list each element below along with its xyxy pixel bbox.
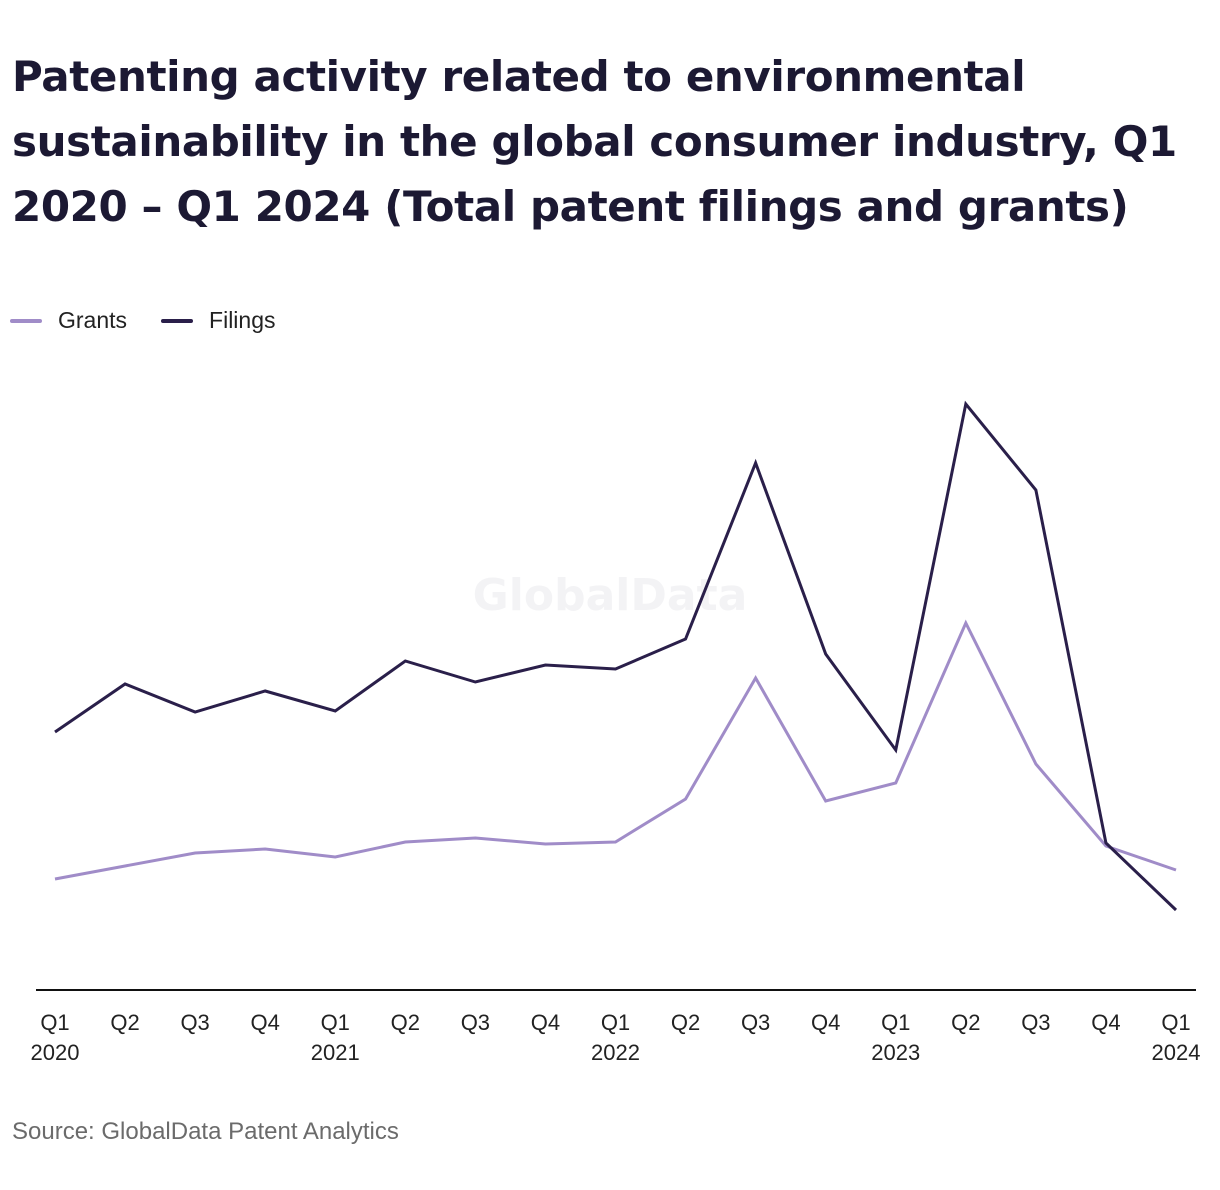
x-tick-label-quarter: Q2 [951, 1010, 980, 1035]
x-tick: Q1 2024 [1152, 1010, 1201, 1065]
x-tick-label-quarter: Q4 [811, 1010, 840, 1035]
x-tick: Q4 [1091, 1010, 1120, 1035]
x-tick-label-quarter: Q3 [1021, 1010, 1050, 1035]
x-tick-label-year: 2021 [311, 1040, 360, 1065]
series-line-grants [54, 619, 1177, 881]
x-tick-label-quarter: Q4 [251, 1010, 280, 1035]
x-tick-label-quarter: Q3 [180, 1010, 209, 1035]
x-tick-label-quarter: Q1 [881, 1010, 910, 1035]
x-tick-label-year: 2020 [31, 1040, 80, 1065]
legend-label-filings: Filings [209, 307, 276, 333]
x-tick-label-quarter: Q3 [741, 1010, 770, 1035]
x-tick-label-year: 2022 [591, 1040, 640, 1065]
x-tick-label-quarter: Q4 [531, 1010, 560, 1035]
line-chart: GlobalData Q1 2020 Q2 Q3 Q4 Q1 2021 Q2 Q3 Q4 Q1 202… [31, 400, 1201, 1065]
legend-swatch-grants [10, 318, 42, 323]
x-tick: Q1 2023 [871, 1010, 920, 1065]
chart-title: Patenting activity related to environmen… [12, 52, 1177, 231]
x-tick-label-quarter: Q1 [1161, 1010, 1190, 1035]
x-tick: Q1 2020 [31, 1010, 80, 1065]
x-tick: Q1 2022 [591, 1010, 640, 1065]
x-tick-label-quarter: Q3 [461, 1010, 490, 1035]
legend-item-grants: Grants [10, 307, 127, 334]
series-layer [54, 400, 1178, 912]
x-tick-label-quarter: Q2 [391, 1010, 420, 1035]
series-line-filings [54, 400, 1178, 912]
x-tick: Q2 [391, 1010, 420, 1035]
x-tick: Q4 [531, 1010, 560, 1035]
x-tick: Q2 [951, 1010, 980, 1035]
x-tick: Q3 [1021, 1010, 1050, 1035]
x-tick: Q4 [811, 1010, 840, 1035]
x-tick: Q3 [180, 1010, 209, 1035]
legend: Grants Filings [10, 307, 310, 334]
x-tick: Q1 2021 [311, 1010, 360, 1065]
x-tick-label-quarter: Q2 [110, 1010, 139, 1035]
x-tick: Q3 [461, 1010, 490, 1035]
x-tick: Q3 [741, 1010, 770, 1035]
x-tick-label-year: 2024 [1152, 1040, 1201, 1065]
x-tick: Q4 [251, 1010, 280, 1035]
x-tick-label-quarter: Q1 [40, 1010, 69, 1035]
source-note: Source: GlobalData Patent Analytics [12, 1118, 399, 1145]
watermark: GlobalData [473, 570, 748, 621]
x-tick: Q2 [671, 1010, 700, 1035]
x-tick-label-quarter: Q2 [671, 1010, 700, 1035]
x-tick-label-quarter: Q1 [321, 1010, 350, 1035]
legend-swatch-filings [161, 318, 194, 323]
x-tick: Q2 [110, 1010, 139, 1035]
legend-label-grants: Grants [58, 307, 128, 333]
legend-item-filings: Filings [161, 307, 276, 334]
x-tick-label-year: 2023 [871, 1040, 920, 1065]
x-tick-label-quarter: Q4 [1091, 1010, 1120, 1035]
x-axis-ticks: Q1 2020 Q2 Q3 Q4 Q1 2021 Q2 Q3 Q4 Q1 2022 Q2 Q3 Q4 Q1 20… [31, 1010, 1201, 1065]
x-tick-label-quarter: Q1 [601, 1010, 630, 1035]
